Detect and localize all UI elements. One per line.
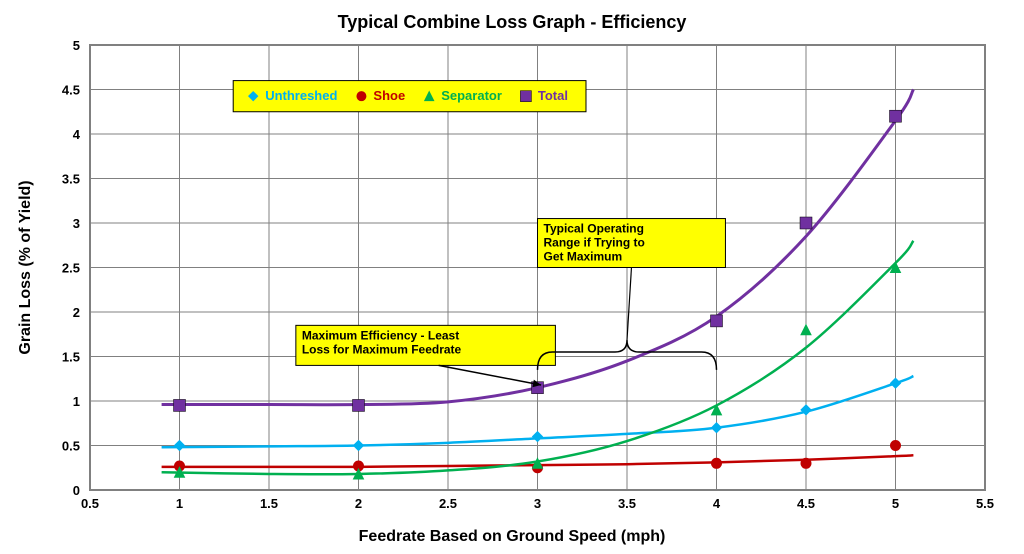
y-tick-label: 5 [73, 38, 80, 53]
y-tick-label: 1 [73, 394, 80, 409]
y-tick-label: 0.5 [62, 439, 80, 454]
annotation-text-1: Range if Trying to [544, 236, 645, 250]
y-tick-label: 3 [73, 216, 80, 231]
x-tick-label: 1.5 [260, 496, 278, 511]
y-tick-label: 3.5 [62, 172, 80, 187]
x-tick-label: 5.5 [976, 496, 994, 511]
y-axis-label: Grain Loss (% of Yield) [17, 180, 34, 354]
x-tick-label: 0.5 [81, 496, 99, 511]
annotation-text-0: Loss for Maximum Feedrate [302, 342, 462, 356]
legend-item-shoe: Shoe [373, 88, 405, 103]
legend-item-total: Total [538, 88, 568, 103]
annotation-text-0: Maximum Efficiency - Least [302, 328, 459, 342]
y-tick-label: 4.5 [62, 83, 80, 98]
x-tick-label: 4 [713, 496, 721, 511]
x-tick-label: 3.5 [618, 496, 636, 511]
x-tick-label: 2.5 [439, 496, 457, 511]
y-tick-label: 1.5 [62, 350, 80, 365]
annotation-text-1: Get Maximum [544, 250, 623, 264]
chart-title: Typical Combine Loss Graph - Efficiency [0, 12, 1024, 33]
x-tick-label: 4.5 [797, 496, 815, 511]
y-tick-label: 2 [73, 305, 80, 320]
legend-item-unthreshed: Unthreshed [265, 88, 337, 103]
y-tick-label: 4 [73, 127, 81, 142]
x-tick-label: 3 [534, 496, 541, 511]
legend-item-separator: Separator [441, 88, 502, 103]
y-tick-label: 0 [73, 483, 80, 498]
x-tick-label: 1 [176, 496, 183, 511]
x-axis-label: Feedrate Based on Ground Speed (mph) [0, 528, 1024, 546]
x-tick-label: 5 [892, 496, 899, 511]
chart-container: Typical Combine Loss Graph - Efficiency … [0, 0, 1024, 554]
annotation-text-1: Typical Operating [544, 222, 644, 236]
y-tick-label: 2.5 [62, 261, 80, 276]
chart-svg: 0.511.522.533.544.555.500.511.522.533.54… [0, 0, 1024, 554]
x-tick-label: 2 [355, 496, 362, 511]
